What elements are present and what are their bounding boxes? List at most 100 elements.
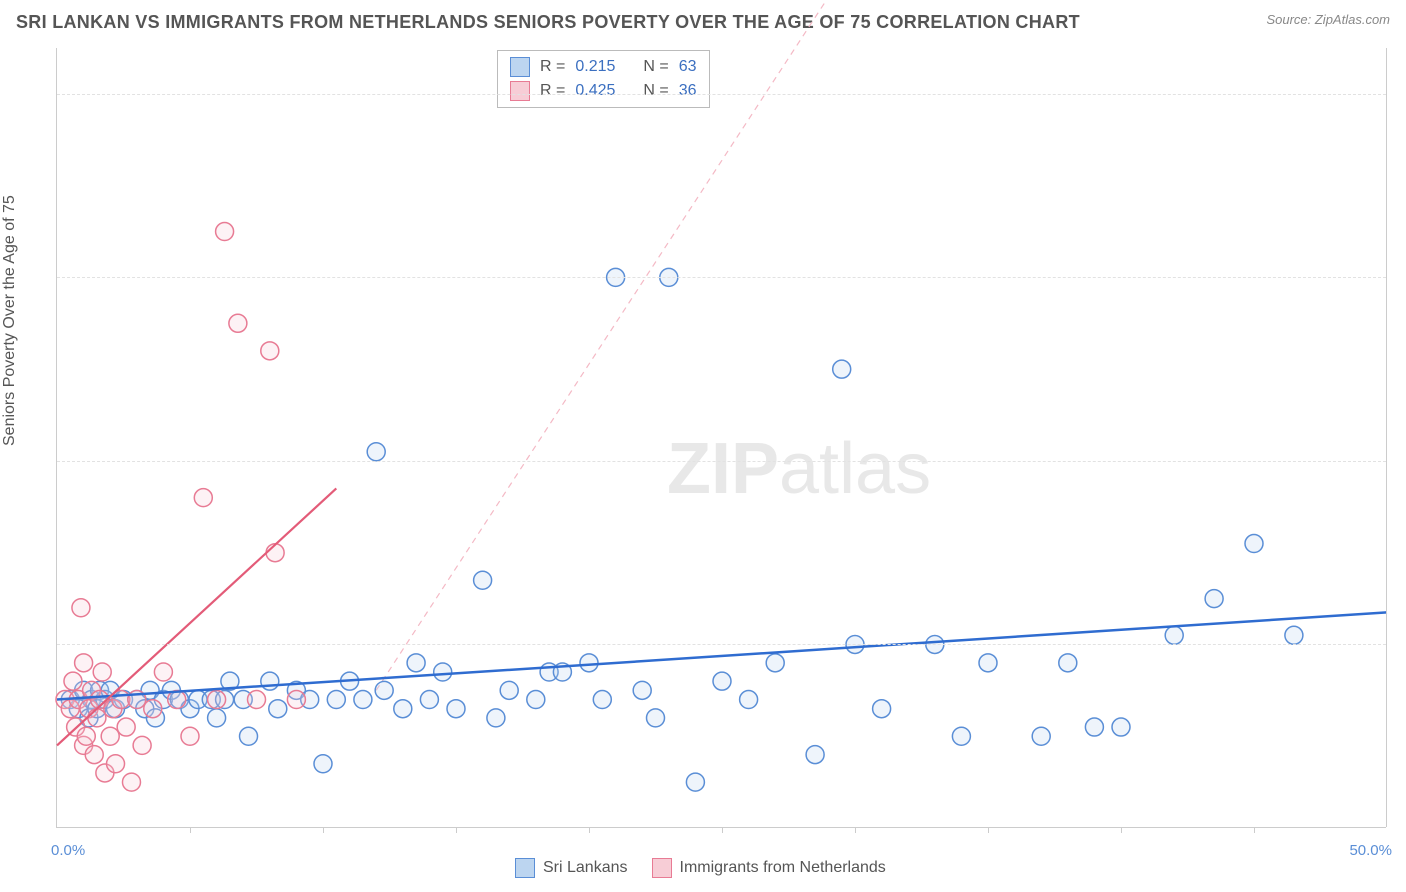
r-value: 0.215 <box>575 55 615 79</box>
data-point <box>133 736 151 754</box>
x-tick <box>323 827 324 833</box>
legend-swatch-pink <box>510 81 530 101</box>
data-point <box>144 700 162 718</box>
data-point <box>229 314 247 332</box>
data-point <box>394 700 412 718</box>
legend-stats-row-0: R = 0.215 N = 63 <box>510 55 697 79</box>
n-value: 36 <box>679 79 697 103</box>
data-point <box>117 718 135 736</box>
data-point <box>1205 590 1223 608</box>
data-point <box>806 746 824 764</box>
r-label: R = <box>540 55 565 79</box>
data-point <box>287 691 305 709</box>
chart-svg <box>57 48 1386 827</box>
plot-area: ZIPatlas R = 0.215 N = 63 R = 0.425 N = … <box>56 48 1386 828</box>
data-point <box>122 773 140 791</box>
data-point <box>261 672 279 690</box>
data-point <box>952 727 970 745</box>
legend-item-sri-lankans: Sri Lankans <box>515 858 628 878</box>
n-label: N = <box>643 79 668 103</box>
data-point <box>979 654 997 672</box>
data-point <box>154 663 172 681</box>
legend-stats: R = 0.215 N = 63 R = 0.425 N = 36 <box>497 50 710 108</box>
gridline <box>57 277 1386 278</box>
x-tick <box>190 827 191 833</box>
data-point <box>740 691 758 709</box>
gridline <box>57 461 1386 462</box>
data-point <box>527 691 545 709</box>
r-label: R = <box>540 79 565 103</box>
x-tick <box>1254 827 1255 833</box>
legend-stats-row-1: R = 0.425 N = 36 <box>510 79 697 103</box>
data-point <box>107 755 125 773</box>
data-point <box>833 360 851 378</box>
data-point <box>72 599 90 617</box>
x-min-label: 0.0% <box>51 842 85 859</box>
y-axis-label: Seniors Poverty Over the Age of 75 <box>1 195 19 446</box>
source-attribution: Source: ZipAtlas.com <box>1266 12 1390 27</box>
data-point <box>593 691 611 709</box>
data-point <box>487 709 505 727</box>
data-point <box>375 681 393 699</box>
n-label: N = <box>643 55 668 79</box>
legend-swatch-pink <box>652 858 672 878</box>
legend-swatch-blue <box>515 858 535 878</box>
data-point <box>216 223 234 241</box>
data-point <box>208 709 226 727</box>
legend-label: Immigrants from Netherlands <box>680 859 886 877</box>
data-point <box>88 709 106 727</box>
data-point <box>1032 727 1050 745</box>
data-point <box>713 672 731 690</box>
data-point <box>266 544 284 562</box>
data-point <box>434 663 452 681</box>
data-point <box>261 342 279 360</box>
x-max-label: 50.0% <box>1349 842 1392 859</box>
x-tick <box>855 827 856 833</box>
data-point <box>407 654 425 672</box>
gridline <box>57 644 1386 645</box>
data-point <box>85 746 103 764</box>
chart-title: SRI LANKAN VS IMMIGRANTS FROM NETHERLAND… <box>16 12 1080 33</box>
data-point <box>354 691 372 709</box>
x-tick <box>456 827 457 833</box>
data-point <box>1059 654 1077 672</box>
x-tick <box>1121 827 1122 833</box>
data-point <box>77 727 95 745</box>
data-point <box>269 700 287 718</box>
data-point <box>474 571 492 589</box>
data-point <box>1085 718 1103 736</box>
data-point <box>633 681 651 699</box>
data-point <box>647 709 665 727</box>
data-point <box>208 691 226 709</box>
data-point <box>314 755 332 773</box>
data-point <box>447 700 465 718</box>
x-tick <box>722 827 723 833</box>
data-point <box>1285 626 1303 644</box>
data-point <box>64 672 82 690</box>
data-point <box>1112 718 1130 736</box>
data-point <box>500 681 518 699</box>
data-point <box>101 727 119 745</box>
data-point <box>240 727 258 745</box>
data-point <box>580 654 598 672</box>
n-value: 63 <box>679 55 697 79</box>
x-tick <box>988 827 989 833</box>
legend-swatch-blue <box>510 57 530 77</box>
data-point <box>93 663 111 681</box>
data-point <box>686 773 704 791</box>
data-point <box>327 691 345 709</box>
data-point <box>75 654 93 672</box>
data-point <box>420 691 438 709</box>
legend-label: Sri Lankans <box>543 859 628 877</box>
data-point <box>367 443 385 461</box>
data-point <box>194 489 212 507</box>
data-point <box>873 700 891 718</box>
data-point <box>1165 626 1183 644</box>
data-point <box>766 654 784 672</box>
legend-series: Sri Lankans Immigrants from Netherlands <box>515 858 886 878</box>
data-point <box>248 691 266 709</box>
legend-item-netherlands: Immigrants from Netherlands <box>652 858 886 878</box>
data-point <box>1245 535 1263 553</box>
x-tick <box>589 827 590 833</box>
data-point <box>181 727 199 745</box>
